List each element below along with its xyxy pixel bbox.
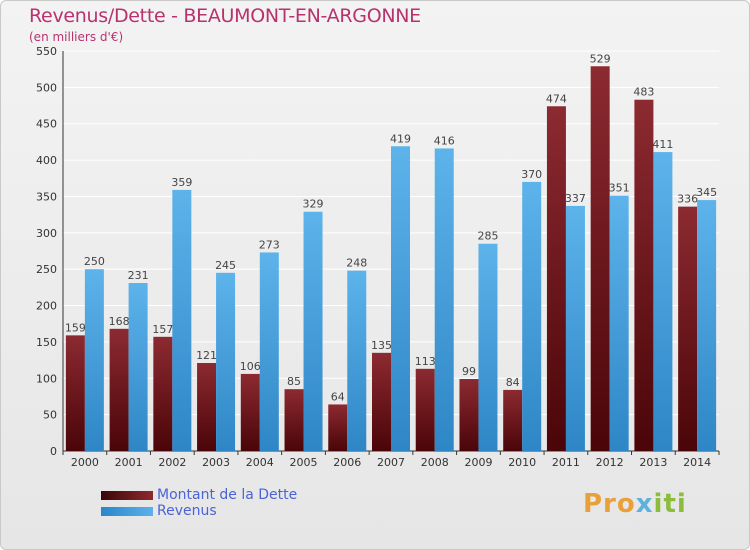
proxiti-logo: Proxiti xyxy=(583,489,687,519)
bar-revenus xyxy=(84,269,104,451)
data-label-revenus: 245 xyxy=(215,259,236,272)
data-label-revenus: 359 xyxy=(171,176,192,189)
bar-dette xyxy=(503,389,523,451)
data-label-dette: 135 xyxy=(371,339,392,352)
y-tick-label: 500 xyxy=(36,81,57,94)
data-label-revenus: 370 xyxy=(521,168,542,181)
y-tick-label: 0 xyxy=(50,445,57,458)
bar-dette xyxy=(459,379,479,451)
y-tick-label: 150 xyxy=(36,336,57,349)
bar-revenus xyxy=(259,252,279,451)
legend-item-dette: Montant de la Dette xyxy=(101,487,297,503)
bar-dette xyxy=(634,99,654,452)
bar-dette xyxy=(328,404,348,451)
legend: Montant de la Dette Revenus xyxy=(101,487,297,519)
y-tick-label: 550 xyxy=(36,45,57,58)
bar-dette xyxy=(678,206,698,451)
bar-dette xyxy=(197,363,217,451)
data-label-revenus: 329 xyxy=(303,198,324,211)
data-label-dette: 157 xyxy=(152,323,173,336)
bar-revenus xyxy=(347,270,367,451)
x-tick-label: 2013 xyxy=(639,456,667,469)
x-tick-label: 2000 xyxy=(71,456,99,469)
bar-revenus xyxy=(522,181,542,451)
legend-swatch-revenus xyxy=(101,506,153,516)
data-label-dette: 84 xyxy=(506,376,520,389)
y-tick-label: 300 xyxy=(36,227,57,240)
chart-title: Revenus/Dette - BEAUMONT-EN-ARGONNE xyxy=(29,5,421,27)
bar-revenus xyxy=(303,211,323,451)
x-tick-label: 2003 xyxy=(202,456,230,469)
y-tick-label: 200 xyxy=(36,300,57,313)
x-tick-label: 2007 xyxy=(377,456,405,469)
bar-revenus xyxy=(609,195,629,451)
bar-dette xyxy=(546,106,566,451)
data-label-dette: 121 xyxy=(196,349,217,362)
data-label-revenus: 273 xyxy=(259,238,280,251)
bar-revenus xyxy=(434,148,454,452)
x-tick-label: 2011 xyxy=(552,456,580,469)
legend-swatch-dette xyxy=(101,490,153,500)
data-label-dette: 64 xyxy=(331,390,345,403)
data-label-revenus: 285 xyxy=(477,230,498,243)
bar-revenus xyxy=(565,205,585,451)
x-tick-label: 2012 xyxy=(596,456,624,469)
data-label-dette: 529 xyxy=(590,52,611,65)
bar-dette xyxy=(284,389,304,451)
bar-dette xyxy=(372,352,391,451)
data-label-dette: 106 xyxy=(240,360,261,373)
bar-revenus xyxy=(653,152,673,451)
x-tick-label: 2005 xyxy=(290,456,318,469)
data-label-revenus: 231 xyxy=(128,269,149,282)
data-label-dette: 113 xyxy=(415,355,436,368)
x-tick-label: 2002 xyxy=(158,456,186,469)
data-label-revenus: 411 xyxy=(652,138,673,151)
data-label-revenus: 416 xyxy=(434,134,455,147)
x-tick-label: 2006 xyxy=(333,456,361,469)
y-tick-label: 350 xyxy=(36,190,57,203)
bar-revenus xyxy=(391,146,410,452)
bar-dette xyxy=(153,336,173,451)
y-tick-label: 450 xyxy=(36,118,57,131)
legend-label-revenus: Revenus xyxy=(157,503,217,519)
y-tick-label: 400 xyxy=(36,154,57,167)
data-label-revenus: 250 xyxy=(84,255,105,268)
y-tick-label: 100 xyxy=(36,372,57,385)
data-label-dette: 336 xyxy=(677,193,698,206)
data-label-revenus: 337 xyxy=(565,192,586,205)
x-tick-label: 2008 xyxy=(421,456,449,469)
data-label-dette: 99 xyxy=(462,365,476,378)
bar-revenus xyxy=(216,272,236,451)
bar-dette xyxy=(240,373,260,451)
bar-dette xyxy=(590,66,610,451)
y-tick-label: 50 xyxy=(43,409,57,422)
bar-revenus xyxy=(172,189,192,451)
data-label-dette: 168 xyxy=(109,315,130,328)
bar-revenus xyxy=(478,243,498,451)
data-label-revenus: 419 xyxy=(390,132,411,145)
bar-dette xyxy=(65,335,85,451)
bar-revenus xyxy=(128,283,148,451)
data-label-dette: 483 xyxy=(633,86,654,99)
y-tick-label: 250 xyxy=(36,263,57,276)
x-tick-label: 2001 xyxy=(115,456,143,469)
x-tick-label: 2010 xyxy=(508,456,536,469)
data-label-dette: 474 xyxy=(546,92,567,105)
x-tick-label: 2004 xyxy=(246,456,274,469)
x-tick-label: 2009 xyxy=(464,456,492,469)
bar-revenus xyxy=(697,200,717,451)
bar-dette xyxy=(415,368,435,451)
data-label-revenus: 351 xyxy=(609,182,630,195)
bar-dette xyxy=(109,328,129,451)
data-label-revenus: 248 xyxy=(346,257,367,270)
x-tick-label: 2014 xyxy=(683,456,711,469)
chart-subtitle: (en milliers d'€) xyxy=(29,30,124,44)
legend-item-revenus: Revenus xyxy=(101,503,297,519)
legend-label-dette: Montant de la Dette xyxy=(157,487,298,503)
data-label-dette: 159 xyxy=(65,321,86,334)
data-label-dette: 85 xyxy=(287,375,301,388)
data-label-revenus: 345 xyxy=(696,186,717,199)
